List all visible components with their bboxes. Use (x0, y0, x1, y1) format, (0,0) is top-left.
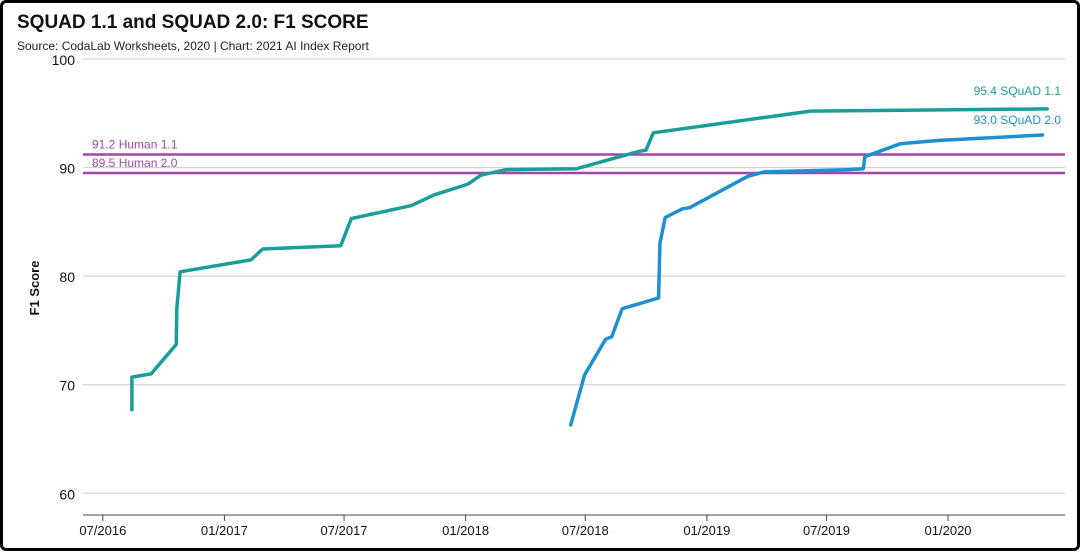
x-tick-label: 07/2016 (79, 523, 126, 538)
series-end-label: 95.4 SQuAD 1.1 (974, 84, 1062, 98)
reference-line-label: 89.5 Human 2.0 (92, 156, 178, 170)
y-tick-label: 100 (52, 52, 76, 68)
x-tick-label: 07/2019 (803, 523, 850, 538)
x-tick-label: 07/2018 (562, 523, 609, 538)
series-end-label: 93.0 SQuAD 2.0 (974, 113, 1062, 127)
reference-lines-layer: 91.2 Human 1.1 89.5 Human 2.0 (83, 138, 1065, 175)
grid-layer: 60 70 80 90 100 07/2016 01/2017 07/2017 01/2018 0… (52, 52, 1065, 538)
y-tick-label: 90 (59, 161, 75, 177)
x-tick-label: 01/2017 (201, 523, 248, 538)
x-tick-label: 01/2018 (442, 523, 489, 538)
y-axis-label: F1 Score (27, 261, 42, 316)
series-line-squad-2-0 (568, 133, 1045, 427)
line-chart: 60 70 80 90 100 07/2016 01/2017 07/2017 01/2018 0… (27, 52, 1065, 538)
chart-title: SQUAD 1.1 and SQUAD 2.0: F1 SCORE (17, 12, 369, 33)
y-tick-label: 60 (59, 486, 75, 502)
y-tick-label: 80 (59, 269, 75, 285)
y-tick-label: 70 (59, 378, 75, 394)
x-tick-label: 01/2020 (925, 523, 972, 538)
series-line-squad-1-1 (130, 107, 1049, 412)
chart-subtitle: Source: CodaLab Worksheets, 2020 | Chart… (17, 39, 369, 53)
series-layer (130, 107, 1049, 427)
reference-line-label: 91.2 Human 1.1 (92, 138, 178, 152)
labels-layer: 95.4 SQuAD 1.1 93.0 SQuAD 2.0 (974, 84, 1062, 127)
x-tick-label: 01/2019 (683, 523, 730, 538)
x-tick-label: 07/2017 (321, 523, 368, 538)
